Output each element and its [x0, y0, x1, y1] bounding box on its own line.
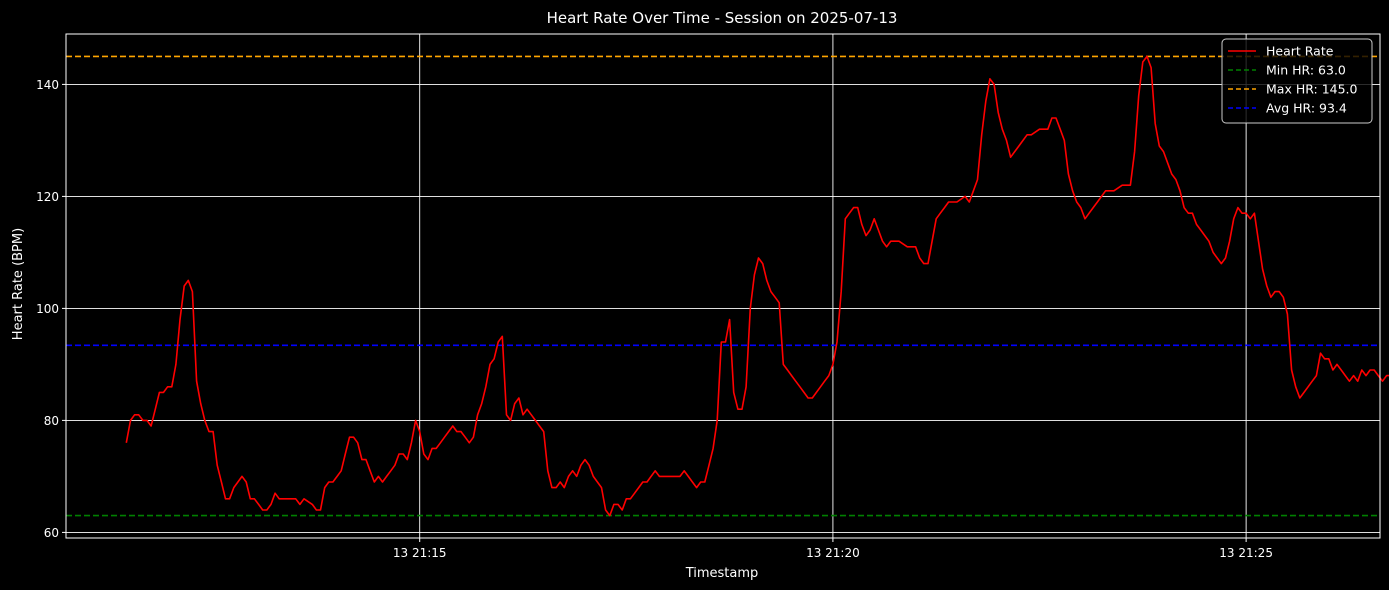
y-tick-label: 120	[36, 190, 59, 204]
heart-rate-line	[125, 55, 1389, 517]
y-tick-label: 80	[44, 414, 59, 428]
y-tick-label: 100	[36, 302, 59, 316]
series	[125, 55, 1389, 517]
x-axis-label: Timestamp	[685, 566, 759, 581]
x-tick-label: 13 21:25	[1219, 546, 1273, 560]
legend-label: Max HR: 145.0	[1266, 82, 1358, 97]
legend-label: Min HR: 63.0	[1266, 63, 1346, 78]
y-tick-label: 140	[36, 78, 59, 92]
reference-lines	[66, 55, 1380, 517]
y-tick-label: 60	[44, 526, 59, 540]
grid	[66, 34, 1380, 538]
chart-title: Heart Rate Over Time - Session on 2025-0…	[547, 9, 898, 27]
y-axis-label: Heart Rate (BPM)	[11, 228, 26, 340]
x-tick-label: 13 21:15	[393, 546, 447, 560]
legend-label: Avg HR: 93.4	[1266, 101, 1347, 116]
legend-label: Heart Rate	[1266, 44, 1334, 59]
ticks: 60 80 100 120 140 13 21:15 13 21:20 13 21:25	[36, 78, 1273, 560]
plot-frame	[65, 33, 1381, 539]
legend: Heart Rate Min HR: 63.0 Max HR: 145.0 Avg H…	[1221, 38, 1373, 124]
legend-box	[1221, 38, 1373, 124]
x-tick-label: 13 21:20	[806, 546, 860, 560]
